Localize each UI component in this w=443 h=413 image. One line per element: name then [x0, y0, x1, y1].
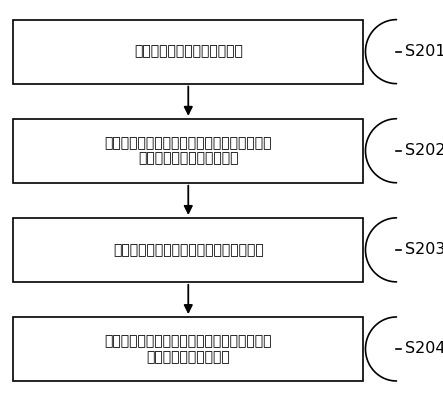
Text: 匹配，得到候选房产经纪人: 匹配，得到候选房产经纪人 [138, 152, 238, 166]
FancyBboxPatch shape [13, 218, 363, 282]
FancyBboxPatch shape [13, 119, 363, 183]
Text: S201: S201 [405, 44, 443, 59]
Text: S202: S202 [405, 143, 443, 158]
FancyBboxPatch shape [13, 19, 363, 83]
Text: S203: S203 [405, 242, 443, 257]
Text: 将所述带看请求与房产经纪人的带看信息进行: 将所述带看请求与房产经纪人的带看信息进行 [105, 136, 272, 150]
Text: 获取所述候选房产经纪人的态度评价分数: 获取所述候选房产经纪人的态度评价分数 [113, 243, 264, 257]
Text: 中确定目标房产经纪人: 中确定目标房产经纪人 [146, 350, 230, 364]
Text: 根据所述态度评价分数在所述候选房产经纪人: 根据所述态度评价分数在所述候选房产经纪人 [105, 334, 272, 348]
Text: 接收目标用户发送的带看请求: 接收目标用户发送的带看请求 [134, 45, 243, 59]
Text: S204: S204 [405, 342, 443, 356]
FancyBboxPatch shape [13, 317, 363, 381]
